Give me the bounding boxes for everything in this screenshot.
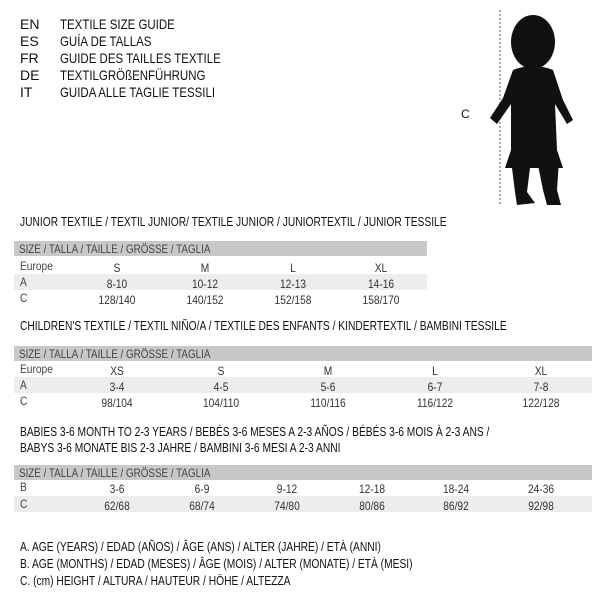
table-cell: 92/98 (528, 499, 554, 513)
section-title-text: JUNIOR TEXTILE / TEXTIL JUNIOR/ TEXTILE … (20, 215, 447, 229)
row-label: A (20, 275, 27, 289)
table-cell: 128/140 (98, 293, 136, 307)
size-header-label: SIZE / TALLA / TAILLE / GRÖSSE / TAGLIA (19, 347, 211, 361)
table-cell: 18-24 (442, 482, 470, 496)
table-cell: S (113, 261, 121, 275)
row-shading (14, 377, 592, 393)
table-cell: 6-7 (427, 380, 443, 394)
table-cell: 7-8 (533, 380, 549, 394)
legend-text: A. AGE (YEARS) / EDAD (AÑOS) / ÂGE (ANS)… (20, 540, 381, 554)
language-code: FR (20, 50, 39, 66)
language-code: IT (20, 84, 33, 100)
section-title: CHILDREN'S TEXTILE / TEXTIL NIÑO/A / TEX… (20, 319, 600, 333)
language-title-text: TEXTILE SIZE GUIDE (60, 16, 175, 32)
table-cell: XL (374, 261, 388, 275)
table-cell: 122/128 (522, 396, 560, 410)
row-shading (14, 496, 592, 512)
table-cell: 158/170 (362, 293, 400, 307)
section-title: BABYS 3-6 MONATE BIS 2-3 JAHRE / BAMBINI… (20, 441, 411, 455)
language-code: ES (20, 33, 39, 49)
table-cell: 10-12 (191, 277, 219, 291)
table-cell: 12-18 (358, 482, 386, 496)
language-title: GUÍA DE TALLAS (60, 33, 172, 49)
table-cell: L (290, 261, 296, 275)
language-code: DE (20, 67, 40, 83)
child-figure: C (455, 0, 600, 215)
figure-height-label: C (461, 107, 470, 121)
table-cell: L (432, 364, 438, 378)
table-cell: 5-6 (320, 380, 336, 394)
table-cell: M (200, 261, 210, 275)
table-cell: 104/110 (202, 396, 240, 410)
language-title-text: GUÍA DE TALLAS (60, 33, 152, 49)
row-label: Europe (20, 259, 53, 273)
row-shading (14, 274, 427, 290)
table-cell: 24-36 (527, 482, 555, 496)
table-cell: 68/74 (189, 499, 215, 513)
row-label: C (20, 291, 28, 305)
legend-text: B. AGE (MONTHS) / EDAD (MESES) / ÂGE (MO… (20, 557, 413, 571)
section-title-text: CHILDREN'S TEXTILE / TEXTIL NIÑO/A / TEX… (20, 319, 507, 333)
size-header-bar: SIZE / TALLA / TAILLE / GRÖSSE / TAGLIA (14, 241, 427, 256)
size-header-label: SIZE / TALLA / TAILLE / GRÖSSE / TAGLIA (19, 242, 211, 256)
table-cell: XS (110, 364, 124, 378)
table-cell: 6-9 (194, 482, 210, 496)
row-label: A (20, 378, 27, 392)
row-label: C (20, 394, 28, 408)
table-cell: 86/92 (443, 499, 469, 513)
section-title-text: BABYS 3-6 MONATE BIS 2-3 JAHRE / BAMBINI… (20, 441, 341, 455)
language-title: GUIDA ALLE TAGLIE TESSILI (60, 84, 249, 100)
section-title: JUNIOR TEXTILE / TEXTIL JUNIOR/ TEXTILE … (20, 215, 540, 229)
row-label: Europe (20, 362, 53, 376)
table-cell: 62/68 (104, 499, 130, 513)
row-label: C (20, 497, 28, 511)
table-cell: 9-12 (276, 482, 298, 496)
language-title: GUIDE DES TAILLES TEXTILE (60, 50, 256, 66)
table-cell: 3-4 (109, 380, 125, 394)
size-header-bar: SIZE / TALLA / TAILLE / GRÖSSE / TAGLIA (14, 346, 592, 361)
table-cell: XL (534, 364, 548, 378)
table-cell: 116/122 (416, 396, 454, 410)
table-cell: 152/158 (274, 293, 312, 307)
row-label: B (20, 480, 27, 494)
language-code: EN (20, 16, 40, 32)
table-cell: M (323, 364, 333, 378)
table-cell: 74/80 (274, 499, 300, 513)
legend-line: A. AGE (YEARS) / EDAD (AÑOS) / ÂGE (ANS)… (20, 540, 460, 554)
table-cell: 3-6 (109, 482, 125, 496)
legend-line: C. (cm) HEIGHT / ALTURA / HAUTEUR / HÖHE… (20, 574, 350, 588)
child-silhouette-icon (490, 10, 573, 205)
table-cell: 14-16 (367, 277, 395, 291)
legend-text: C. (cm) HEIGHT / ALTURA / HAUTEUR / HÖHE… (20, 574, 291, 588)
table-cell: 8-10 (106, 277, 128, 291)
section-title-text: BABIES 3-6 MONTH TO 2-3 YEARS / BEBÉS 3-… (20, 425, 490, 439)
size-header-bar: SIZE / TALLA / TAILLE / GRÖSSE / TAGLIA (14, 465, 592, 480)
language-title: TEXTILE SIZE GUIDE (60, 16, 200, 32)
language-title: TEXTILGRÖßENFÜHRUNG (60, 67, 237, 83)
table-cell: 4-5 (213, 380, 229, 394)
table-cell: 110/116 (310, 396, 346, 410)
table-cell: S (217, 364, 225, 378)
size-header-label: SIZE / TALLA / TAILLE / GRÖSSE / TAGLIA (19, 466, 211, 480)
table-cell: 98/104 (101, 396, 133, 410)
legend-line: B. AGE (MONTHS) / EDAD (MESES) / ÂGE (MO… (20, 557, 499, 571)
section-title: BABIES 3-6 MONTH TO 2-3 YEARS / BEBÉS 3-… (20, 425, 592, 439)
language-title-text: GUIDA ALLE TAGLIE TESSILI (60, 84, 216, 100)
language-title-text: TEXTILGRÖßENFÜHRUNG (60, 67, 206, 83)
language-title-text: GUIDE DES TAILLES TEXTILE (60, 50, 221, 66)
table-cell: 80/86 (359, 499, 385, 513)
table-cell: 12-13 (279, 277, 307, 291)
table-cell: 140/152 (186, 293, 224, 307)
